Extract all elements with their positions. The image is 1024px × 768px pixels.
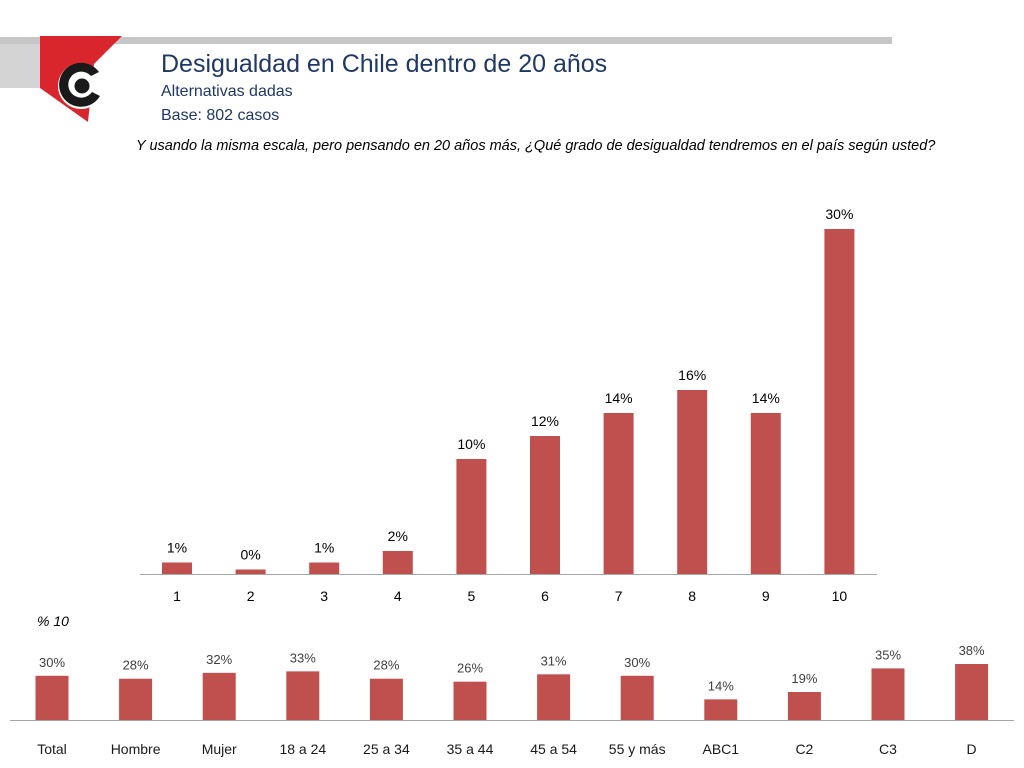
subgroup-x-tick-label: 35 a 44 <box>447 741 494 757</box>
subgroup-bar <box>871 668 905 720</box>
subgroup-x-tick-label: 55 y más <box>609 741 666 757</box>
header-gray-bar <box>0 37 892 44</box>
subgroup-x-tick-label: 45 a 54 <box>530 741 577 757</box>
main-x-tick-label: 3 <box>320 588 328 604</box>
subgroup-x-tick-label: ABC1 <box>703 741 740 757</box>
subgroup-x-tick-label: 25 a 34 <box>363 741 410 757</box>
main-bar <box>162 562 192 574</box>
main-bar <box>235 569 266 574</box>
subgroup-bar <box>286 671 320 720</box>
subgroup-bar <box>119 678 153 720</box>
subgroup-chart-title: % 10 <box>37 613 69 629</box>
subgroup-bar-value-label: 28% <box>123 658 149 673</box>
subgroup-bar-value-label: 31% <box>541 653 567 668</box>
subgroup-x-tick-label: Mujer <box>202 741 237 757</box>
subgroup-bar-value-label: 32% <box>206 652 232 667</box>
main-bar <box>603 413 634 574</box>
main-bar <box>382 551 413 574</box>
main-bar-value-label: 10% <box>457 436 485 452</box>
main-bar-value-label: 1% <box>167 540 187 556</box>
subgroup-bar <box>453 681 487 720</box>
main-bar <box>677 390 708 574</box>
subgroup-x-tick-label: C3 <box>879 741 897 757</box>
subgroup-x-tick-label: Total <box>37 741 67 757</box>
subgroup-bar <box>955 664 989 720</box>
subgroup-bar <box>787 692 821 720</box>
subgroup-bar <box>369 678 403 720</box>
survey-question: Y usando la misma escala, pero pensando … <box>136 138 936 154</box>
main-x-tick-label: 7 <box>615 588 623 604</box>
main-bar-value-label: 0% <box>240 547 260 563</box>
subgroup-bar-value-label: 19% <box>791 671 817 686</box>
subgroup-x-tick-label: Hombre <box>111 741 161 757</box>
main-x-tick-label: 4 <box>394 588 402 604</box>
subgroup-bar-value-label: 28% <box>373 658 399 673</box>
main-bar <box>750 413 781 574</box>
subgroup-bar-value-label: 26% <box>457 661 483 676</box>
subgroup-bar-value-label: 30% <box>624 655 650 670</box>
header-gray-block <box>0 44 40 88</box>
main-bar-value-label: 2% <box>388 528 408 544</box>
main-x-tick-label: 5 <box>468 588 476 604</box>
main-bar-value-label: 12% <box>531 413 559 429</box>
main-bar-value-label: 30% <box>825 206 853 222</box>
subgroup-bar-value-label: 14% <box>708 678 734 693</box>
main-x-tick-label: 1 <box>173 588 181 604</box>
main-bar <box>309 562 340 574</box>
subgroup-bar <box>35 675 69 720</box>
subgroup-x-tick-label: D <box>967 741 977 757</box>
main-bar-value-label: 14% <box>752 390 780 406</box>
subgroup-bar <box>202 672 236 720</box>
main-bar-value-label: 14% <box>605 390 633 406</box>
main-bar <box>456 459 487 574</box>
main-x-tick-label: 2 <box>247 588 255 604</box>
subgroup-bar-value-label: 35% <box>875 647 901 662</box>
subgroup-bar-value-label: 30% <box>39 655 65 670</box>
subgroup-bar <box>704 699 738 720</box>
main-bar <box>824 229 855 574</box>
page-subtitle: Alternativas dadas <box>161 83 293 100</box>
subgroup-bar <box>537 674 571 720</box>
main-x-tick-label: 8 <box>688 588 696 604</box>
subgroup-x-tick-label: C2 <box>795 741 813 757</box>
main-x-tick-label: 9 <box>762 588 770 604</box>
page-title: Desigualdad en Chile dentro de 20 años <box>161 50 608 78</box>
main-x-tick-label: 6 <box>541 588 549 604</box>
subgroup-bar-value-label: 38% <box>959 643 985 658</box>
subgroup-bar <box>620 675 654 720</box>
main-x-tick-label: 10 <box>832 588 848 604</box>
main-bar-value-label: 16% <box>678 367 706 383</box>
main-bar-value-label: 1% <box>314 540 334 556</box>
brand-logo <box>40 36 122 122</box>
subgroup-x-tick-label: 18 a 24 <box>279 741 326 757</box>
subgroup-bar-value-label: 33% <box>290 650 316 665</box>
main-bar <box>530 436 560 574</box>
sample-base: Base: 802 casos <box>161 107 280 124</box>
